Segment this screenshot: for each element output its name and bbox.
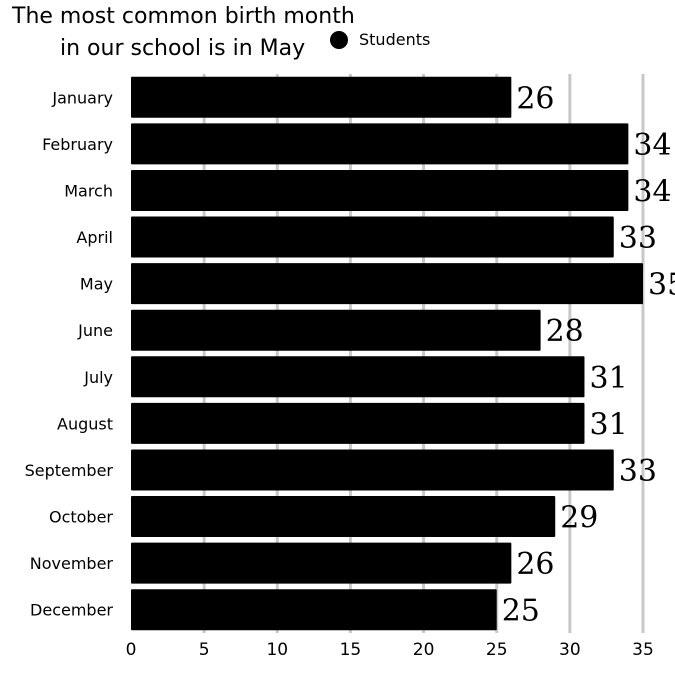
x-tick-labels: 0 5 10 15 20 25 30 35 (126, 640, 654, 660)
value-label: 31 (589, 361, 627, 396)
bar (131, 263, 643, 305)
x-tick-label: 15 (340, 640, 362, 660)
value-label: 25 (502, 594, 540, 629)
x-tick-label: 0 (126, 640, 137, 660)
x-tick-label: 20 (413, 640, 435, 660)
chart-title-line-2: in our school is in May (60, 36, 305, 61)
category-label: March (64, 181, 113, 200)
value-label: 33 (619, 221, 657, 256)
bar (131, 216, 614, 258)
x-tick-label: 35 (632, 640, 654, 660)
category-label: July (83, 368, 113, 387)
category-label: October (49, 508, 113, 527)
bar (131, 542, 512, 584)
category-label: February (42, 135, 113, 154)
bar (131, 589, 497, 631)
bar (131, 76, 512, 118)
legend: Students (330, 30, 430, 49)
value-label: 29 (560, 501, 598, 536)
value-label: 33 (619, 454, 657, 489)
value-label: 28 (546, 314, 584, 349)
category-labels: January February March April May June July Augu… (25, 88, 114, 619)
bar (131, 402, 585, 444)
category-label: May (80, 275, 113, 294)
legend-marker (330, 31, 348, 49)
bar (131, 356, 585, 398)
category-label: December (30, 601, 113, 620)
value-label: 26 (516, 81, 554, 116)
x-tick-label: 25 (486, 640, 508, 660)
bar (131, 309, 541, 351)
x-tick-label: 30 (559, 640, 581, 660)
bar (131, 496, 556, 538)
category-label: June (77, 321, 113, 340)
category-label: November (30, 554, 114, 573)
category-label: January (51, 88, 113, 107)
category-label: August (57, 414, 113, 433)
bar (131, 169, 629, 211)
legend-label: Students (359, 30, 430, 49)
grid-lines (202, 74, 645, 633)
value-label: 31 (589, 407, 627, 442)
x-tick-label: 5 (199, 640, 210, 660)
bars (131, 76, 643, 631)
value-labels: 263434333528313133292625 (502, 81, 675, 628)
category-label: September (25, 461, 114, 480)
x-tick-label: 10 (266, 640, 288, 660)
bar (131, 123, 629, 165)
value-label: 34 (633, 128, 671, 163)
bar (131, 449, 614, 491)
category-label: April (76, 228, 113, 247)
chart-title-line-1: The most common birth month (11, 4, 355, 29)
value-label: 34 (633, 174, 671, 209)
value-label: 35 (648, 268, 675, 303)
value-label: 26 (516, 547, 554, 582)
